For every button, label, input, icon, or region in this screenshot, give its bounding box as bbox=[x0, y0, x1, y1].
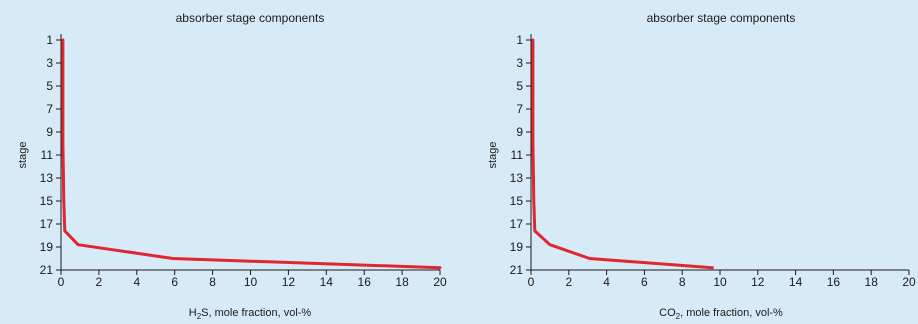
x-tick-label: 0 bbox=[528, 275, 535, 289]
x-tick-label: 14 bbox=[320, 275, 334, 289]
chart-title: absorber stage components bbox=[176, 11, 325, 25]
x-tick-label: 14 bbox=[789, 275, 803, 289]
x-tick-label: 16 bbox=[358, 275, 372, 289]
chart-h2s: absorber stage components stage H2S, mol… bbox=[17, 11, 447, 321]
axes bbox=[526, 34, 910, 275]
y-tick-label: 5 bbox=[516, 79, 523, 93]
x-tick-label: 8 bbox=[679, 275, 686, 289]
x-tick-label: 6 bbox=[171, 275, 178, 289]
x-axis-label: CO2, mole fraction, vol-% bbox=[659, 307, 783, 321]
y-tick-label: 13 bbox=[510, 171, 524, 185]
y-tick-label: 9 bbox=[516, 125, 523, 139]
y-tick-label: 19 bbox=[40, 240, 54, 254]
axes bbox=[56, 34, 441, 275]
y-tick-label: 9 bbox=[46, 125, 53, 139]
y-tick-label: 11 bbox=[41, 148, 54, 162]
y-tick-label: 7 bbox=[46, 102, 53, 116]
x-tick-label: 4 bbox=[603, 275, 610, 289]
series-marks bbox=[61, 38, 442, 270]
x-tick-label: 10 bbox=[244, 275, 258, 289]
y-tick-label: 1 bbox=[46, 33, 53, 47]
chart-co2: absorber stage components stage CO2, mol… bbox=[487, 11, 916, 321]
y-tick-label: 21 bbox=[510, 263, 524, 277]
x-tick-label: 2 bbox=[96, 275, 103, 289]
x-tick-label: 18 bbox=[395, 275, 409, 289]
x-tick-label: 2 bbox=[565, 275, 572, 289]
x-tick-label: 10 bbox=[713, 275, 727, 289]
chart-title: absorber stage components bbox=[647, 11, 796, 25]
series-line bbox=[531, 38, 714, 270]
x-tick-label: 6 bbox=[641, 275, 648, 289]
y-axis-label: stage bbox=[487, 142, 499, 169]
series-line bbox=[61, 38, 442, 270]
y-tick-label: 1 bbox=[516, 33, 523, 47]
y-tick-label: 3 bbox=[46, 56, 53, 70]
y-tick-label: 7 bbox=[516, 102, 523, 116]
series-marks bbox=[531, 38, 714, 270]
y-tick-label: 17 bbox=[510, 217, 524, 231]
y-tick-label: 13 bbox=[40, 171, 54, 185]
x-tick-label: 12 bbox=[282, 275, 296, 289]
y-tick-label: 15 bbox=[510, 194, 524, 208]
x-tick-label: 0 bbox=[58, 275, 65, 289]
y-tick-label: 21 bbox=[40, 263, 54, 277]
x-tick-label: 4 bbox=[133, 275, 140, 289]
y-tick-label: 5 bbox=[46, 79, 53, 93]
y-axis-label: stage bbox=[17, 142, 29, 169]
y-tick-label: 19 bbox=[510, 240, 524, 254]
x-tick-label: 12 bbox=[751, 275, 765, 289]
y-tick-label: 11 bbox=[511, 148, 524, 162]
y-tick-label: 15 bbox=[40, 194, 54, 208]
y-tick-label: 3 bbox=[516, 56, 523, 70]
x-tick-label: 20 bbox=[433, 275, 447, 289]
x-tick-label: 8 bbox=[209, 275, 216, 289]
y-tick-label: 17 bbox=[40, 217, 54, 231]
x-tick-label: 18 bbox=[865, 275, 879, 289]
x-tick-label: 16 bbox=[827, 275, 841, 289]
x-tick-label: 20 bbox=[902, 275, 916, 289]
x-axis-label: H2S, mole fraction, vol-% bbox=[189, 307, 312, 321]
